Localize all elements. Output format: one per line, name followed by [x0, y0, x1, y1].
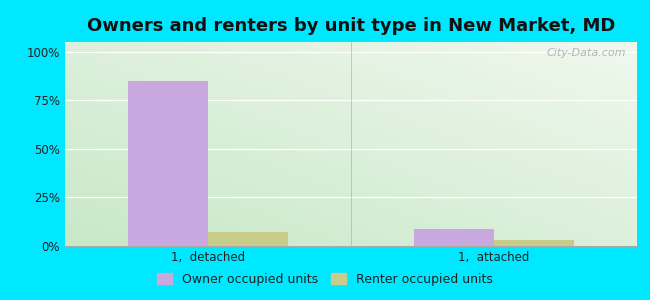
Legend: Owner occupied units, Renter occupied units: Owner occupied units, Renter occupied un…: [152, 268, 498, 291]
Bar: [128, 81, 208, 246]
Title: Owners and renters by unit type in New Market, MD: Owners and renters by unit type in New M…: [87, 17, 615, 35]
Text: City-Data.com: City-Data.com: [546, 48, 625, 58]
Bar: [414, 229, 494, 246]
Bar: [494, 240, 574, 246]
Bar: [208, 232, 288, 246]
